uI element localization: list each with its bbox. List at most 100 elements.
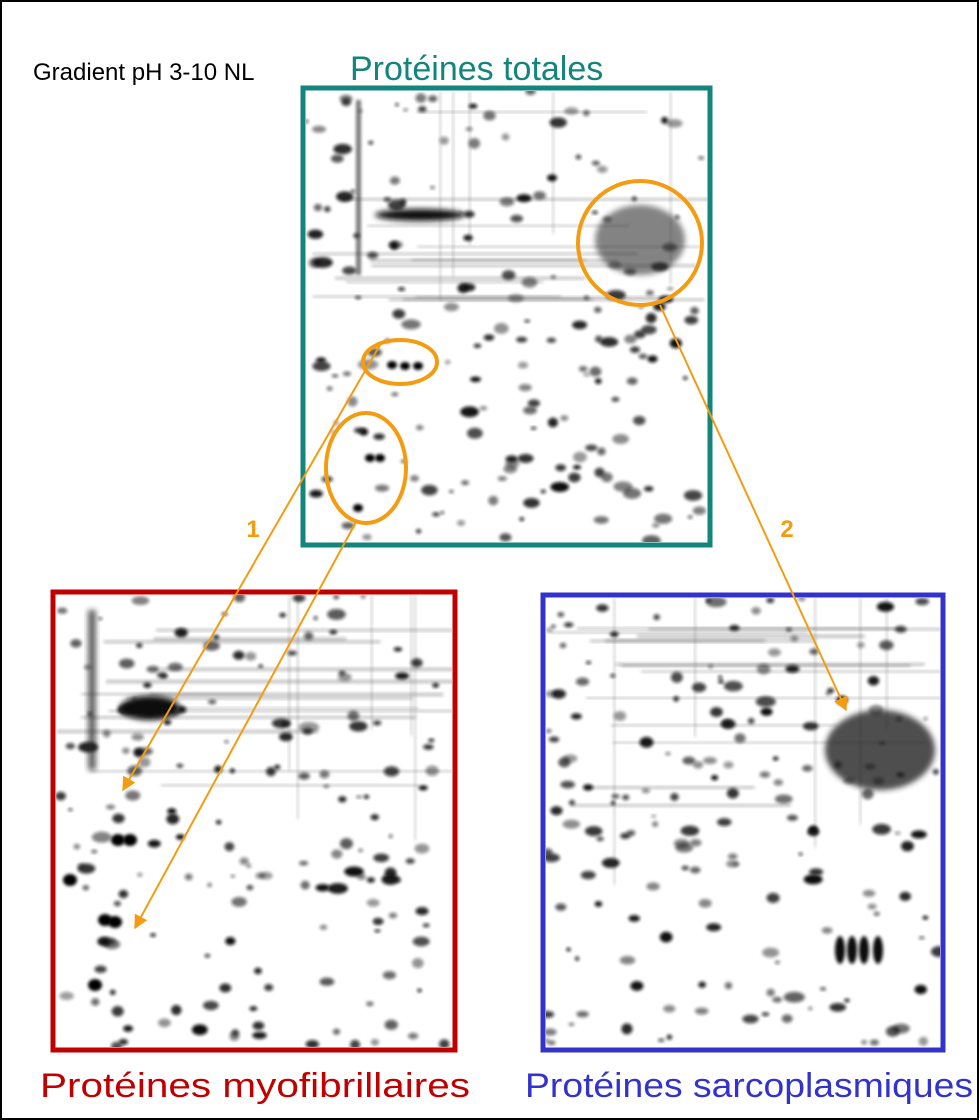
gel-spot	[366, 877, 375, 883]
gel-spot	[470, 376, 481, 383]
gel-spot	[252, 1021, 265, 1031]
gel-spot	[724, 982, 733, 990]
frame-total	[300, 85, 713, 548]
gel-spot	[551, 689, 566, 699]
gel-spot	[353, 504, 363, 512]
gel-spot	[666, 119, 683, 128]
gel-spot	[333, 595, 340, 600]
gel-spot	[698, 898, 712, 908]
gel-spot	[493, 323, 509, 334]
gel-spot	[452, 91, 455, 277]
gel-spot	[661, 116, 669, 124]
gel-spot	[584, 295, 589, 301]
highlight	[361, 338, 439, 386]
gel-spot	[141, 707, 419, 709]
gel-spot	[215, 819, 222, 825]
gel-spot	[762, 947, 780, 958]
gel-spot	[279, 612, 287, 618]
gel-spot	[339, 838, 353, 850]
gel-spot	[365, 454, 375, 462]
gel-spot	[718, 679, 724, 684]
gel-spot	[783, 991, 805, 1003]
gel-spot	[501, 133, 510, 141]
gel-spot	[89, 770, 452, 773]
gel-spot	[149, 692, 444, 697]
arrow	[134, 521, 357, 930]
gel-spot	[105, 804, 116, 810]
gel-spot	[894, 831, 901, 835]
gel-spot	[503, 464, 518, 474]
gel-spot	[932, 768, 939, 775]
gel-spot	[287, 650, 298, 656]
gel-spot	[580, 870, 596, 880]
gel-spot	[527, 399, 541, 408]
gel-spot	[57, 607, 68, 614]
gel-spot	[773, 779, 784, 786]
gel-spot	[722, 719, 733, 728]
gel-spot	[675, 843, 694, 853]
gel-spot	[302, 727, 313, 735]
gel-spot	[415, 529, 422, 534]
gel-spot	[449, 489, 454, 494]
gel-spot	[586, 697, 940, 700]
gel-spot	[312, 295, 561, 298]
gel-spot	[523, 406, 537, 415]
gel-spot	[689, 866, 701, 874]
gel-spot	[613, 598, 616, 885]
gel-spot	[601, 857, 620, 868]
gel-spot	[59, 991, 74, 1001]
gel-spot	[657, 1038, 665, 1043]
gel-spot	[468, 91, 471, 246]
gel-spot	[131, 596, 150, 606]
gel-spot	[612, 741, 928, 744]
gel-spot	[518, 383, 532, 392]
gel-spot	[568, 472, 581, 483]
gel-spot	[166, 813, 180, 825]
gel-spot	[224, 740, 229, 744]
arrow	[659, 304, 848, 712]
gel-spot	[808, 1006, 813, 1011]
gel-spot	[106, 679, 452, 684]
gel-spot	[547, 1040, 556, 1046]
gel-spot	[375, 454, 385, 462]
gel-spot	[91, 831, 112, 843]
gel-spot	[246, 885, 254, 891]
gel-spot	[88, 979, 102, 991]
gel-spot	[747, 717, 755, 725]
gel-spot	[772, 996, 783, 1003]
gel-spot	[821, 927, 833, 934]
gel-spot	[384, 1019, 398, 1030]
gel-spot	[118, 889, 129, 899]
gel-spot	[555, 464, 567, 472]
gel-spot	[370, 1038, 380, 1046]
gel-spot	[652, 821, 659, 828]
gel-spot	[77, 863, 96, 874]
gel-spot	[622, 794, 630, 801]
gel-spot	[698, 981, 707, 988]
highlights	[324, 179, 704, 525]
gel-spot	[918, 936, 925, 940]
gel-spot	[582, 784, 594, 791]
gel-spot	[415, 906, 429, 916]
gel-spot	[150, 933, 156, 937]
gel-spot	[546, 729, 552, 733]
gel-spot	[407, 1032, 419, 1040]
gel-spot	[611, 396, 620, 402]
gel-spot	[387, 199, 406, 211]
gel-spot	[158, 1018, 171, 1028]
gel-spot	[465, 127, 473, 131]
gel-spot	[312, 125, 326, 133]
gel-spot	[923, 716, 928, 721]
gel-spot	[342, 266, 357, 275]
gel-spot	[756, 663, 771, 675]
gel-spot	[659, 931, 673, 943]
gel-spot	[867, 675, 880, 686]
gel-spot	[366, 1001, 374, 1007]
gel-spot	[682, 756, 696, 765]
gel-spot	[636, 634, 865, 638]
title-sarcoplasmic: Protéines sarcoplasmiques	[525, 1067, 973, 1105]
gel-spot	[533, 191, 546, 200]
gel-spot	[670, 671, 683, 683]
gel-spot	[367, 224, 630, 227]
gel-spot	[651, 814, 657, 818]
